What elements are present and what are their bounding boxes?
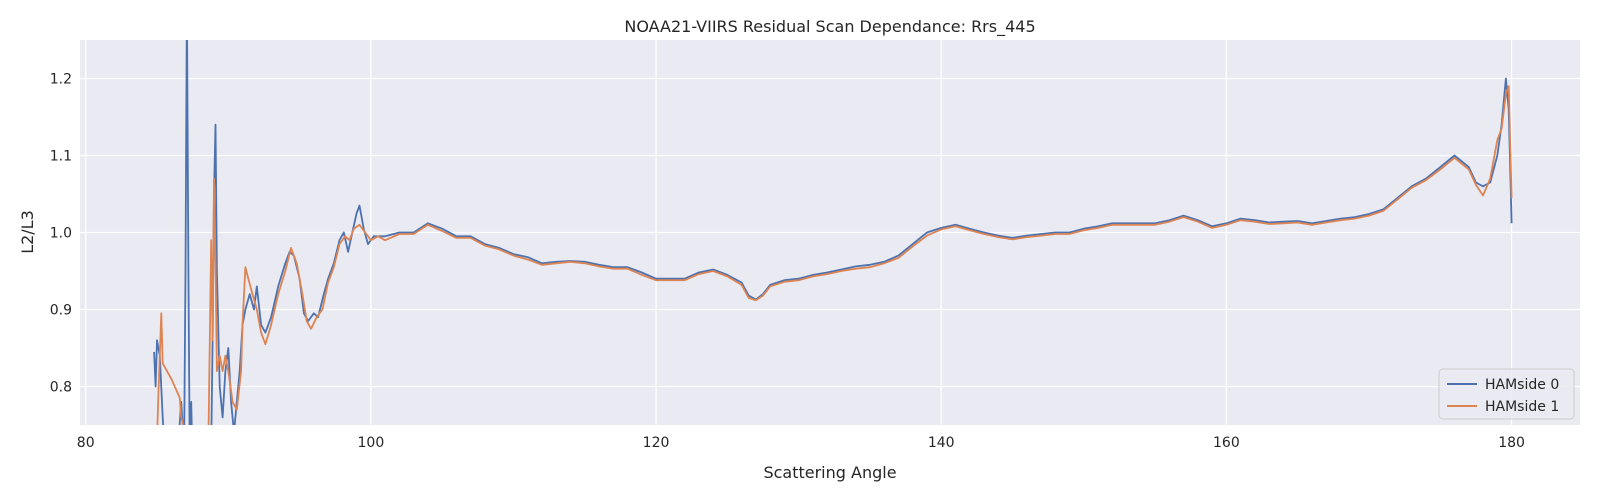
grid — [80, 40, 1580, 425]
x-tick-label: 160 — [1213, 435, 1240, 451]
x-tick-label: 180 — [1498, 435, 1525, 451]
y-axis-label: L2/L3 — [18, 210, 37, 254]
x-axis-label: Scattering Angle — [763, 463, 896, 482]
x-tick-label: 140 — [928, 435, 955, 451]
chart-title: NOAA21-VIIRS Residual Scan Dependance: R… — [624, 17, 1035, 37]
legend: HAMside 0 HAMside 1 — [1438, 368, 1575, 420]
y-tick-label: 1.1 — [50, 149, 72, 165]
tick-labels: 80 100 120 140 160 180 0.8 0.9 1.0 1.1 1.2 — [50, 72, 1525, 452]
y-tick-label: 1.2 — [50, 72, 72, 88]
y-tick-label: 0.8 — [50, 380, 72, 396]
x-tick-label: 80 — [77, 435, 95, 451]
x-tick-label: 100 — [358, 435, 385, 451]
series-line-1 — [156, 85, 1513, 425]
y-tick-label: 1.0 — [50, 226, 72, 242]
y-tick-label: 0.9 — [50, 303, 72, 319]
legend-entry: HAMside 0 — [1485, 377, 1559, 393]
series-layer — [153, 40, 1513, 425]
x-tick-label: 120 — [643, 435, 670, 451]
legend-entry: HAMside 1 — [1485, 399, 1559, 415]
